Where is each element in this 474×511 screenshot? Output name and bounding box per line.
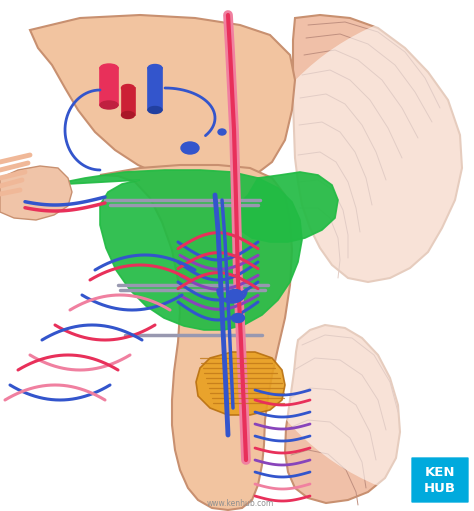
Polygon shape <box>293 15 462 282</box>
Wedge shape <box>224 5 474 505</box>
Ellipse shape <box>231 314 245 322</box>
Ellipse shape <box>121 111 135 119</box>
Ellipse shape <box>227 290 243 300</box>
Text: www.kenhub.com: www.kenhub.com <box>206 499 273 507</box>
Text: HUB: HUB <box>424 482 456 495</box>
Polygon shape <box>122 88 135 115</box>
Polygon shape <box>100 68 118 105</box>
Ellipse shape <box>100 101 118 109</box>
Ellipse shape <box>100 64 118 72</box>
Ellipse shape <box>218 129 226 135</box>
Polygon shape <box>0 166 72 220</box>
Ellipse shape <box>148 64 162 72</box>
Polygon shape <box>285 325 400 503</box>
Polygon shape <box>196 352 285 415</box>
Polygon shape <box>30 15 295 185</box>
Polygon shape <box>235 172 338 242</box>
Ellipse shape <box>181 142 199 154</box>
Polygon shape <box>50 170 302 330</box>
Text: KEN: KEN <box>425 466 455 479</box>
Polygon shape <box>148 68 162 110</box>
Ellipse shape <box>148 106 162 113</box>
Ellipse shape <box>121 84 135 91</box>
FancyBboxPatch shape <box>410 456 470 503</box>
Polygon shape <box>100 165 292 510</box>
